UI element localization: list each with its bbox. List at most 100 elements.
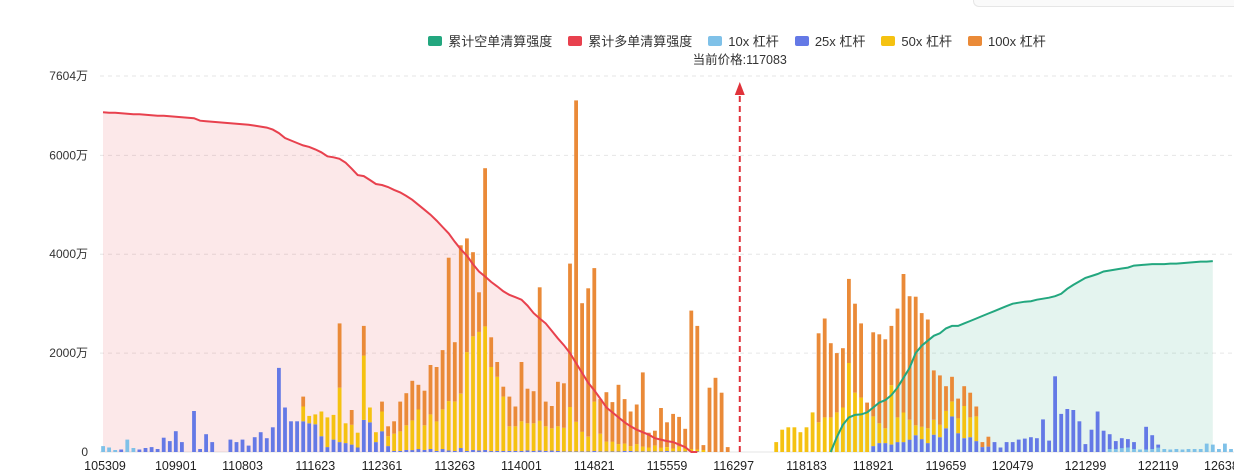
bar-lev50: [919, 426, 924, 440]
bar-lev50: [525, 423, 530, 451]
bar-lev100: [410, 380, 415, 421]
bar-lev10: [1217, 449, 1221, 452]
bar-lev50: [671, 448, 675, 452]
bar-lev10: [1229, 449, 1233, 452]
bar-lev25: [907, 439, 912, 452]
bar-lev25: [1101, 430, 1106, 452]
bar-lev100: [719, 392, 724, 452]
bar-lev100: [471, 252, 475, 337]
bar-lev25: [1150, 435, 1155, 449]
bar-lev25: [507, 451, 512, 452]
bar-lev10: [1162, 449, 1167, 452]
bar-lev25: [980, 447, 985, 452]
bar-lev100: [519, 362, 524, 422]
x-tick-label: 112361: [362, 459, 403, 473]
bar-lev25: [992, 442, 997, 452]
bar-lev25: [659, 451, 663, 452]
bar-lev25: [410, 450, 415, 452]
bar-lev25: [531, 451, 536, 452]
bar-lev50: [628, 446, 633, 451]
bar-lev100: [944, 386, 948, 411]
bar-lev50: [501, 396, 506, 451]
legend-item-short-cum[interactable]: 累计空单清算强度: [428, 31, 552, 50]
bar-lev100: [925, 319, 930, 429]
bar-lev50: [537, 420, 542, 451]
bar-lev100: [931, 370, 936, 420]
bar-lev100: [677, 416, 681, 447]
bar-lev25: [1144, 426, 1148, 450]
bar-lev25: [974, 441, 979, 452]
x-tick-label: 119659: [926, 459, 967, 473]
bar-lev100: [586, 288, 591, 437]
legend-item-lev25[interactable]: 25x 杠杆: [794, 31, 865, 50]
bar-lev100: [907, 296, 912, 420]
legend-item-long-cum[interactable]: 累计多单清算强度: [568, 31, 692, 50]
bar-lev100: [568, 263, 572, 407]
bar-lev25: [1041, 419, 1045, 452]
bar-lev100: [483, 168, 487, 327]
bar-lev25: [616, 451, 621, 452]
current-price-label: 当前价格:117083: [693, 52, 787, 67]
bar-lev50: [822, 417, 827, 452]
bar-lev25: [938, 437, 942, 452]
bar-lev100: [883, 339, 888, 429]
bar-lev50: [319, 411, 324, 437]
bar-lev100: [507, 396, 512, 427]
legend-item-lev10[interactable]: 10x 杠杆: [708, 31, 779, 50]
bar-lev25: [349, 444, 354, 452]
bar-lev100: [822, 318, 827, 418]
bar-lev25: [671, 451, 675, 452]
bar-lev25: [537, 450, 542, 452]
bar-lev50: [483, 326, 487, 450]
bar-lev50: [913, 425, 918, 436]
bar-lev25: [580, 451, 584, 452]
bar-lev25: [1035, 438, 1039, 452]
bar-lev10: [1156, 447, 1161, 452]
bar-lev25: [1156, 444, 1161, 448]
bar-lev25: [877, 443, 882, 452]
bar-lev50: [446, 401, 451, 451]
bar-lev10: [1119, 448, 1124, 452]
bar-lev100: [349, 410, 354, 425]
bar-lev25: [1004, 442, 1009, 452]
bar-lev100: [859, 323, 863, 398]
bar-lev100: [477, 292, 481, 332]
bar-lev50: [683, 448, 688, 452]
bar-lev10: [1144, 449, 1148, 452]
bar-lev50: [646, 447, 651, 452]
legend-item-lev100[interactable]: 100x 杠杆: [967, 31, 1046, 50]
legend-swatch-lev25: [794, 35, 809, 46]
bar-lev100: [707, 387, 712, 452]
bar-lev50: [416, 409, 421, 450]
x-tick-label: 126383: [1204, 459, 1234, 473]
bar-lev10: [131, 448, 136, 452]
bar-lev50: [865, 412, 869, 452]
bar-lev100: [695, 325, 700, 450]
legend-label-short-cum: 累计空单清算强度: [448, 34, 553, 49]
bar-lev25: [919, 439, 924, 452]
bar-lev50: [549, 428, 554, 451]
bar-lev25: [361, 419, 366, 452]
y-tick-label: 6000万: [49, 148, 88, 162]
bar-lev10: [1174, 449, 1179, 452]
legend-label-lev10: 10x 杠杆: [728, 34, 779, 49]
bar-lev25: [301, 421, 306, 452]
bar-lev50: [489, 367, 494, 452]
x-tick-label: 116297: [713, 459, 754, 473]
bar-lev50: [847, 363, 851, 452]
bar-lev100: [592, 268, 597, 402]
bar-lev10: [1107, 449, 1112, 452]
legend-item-lev50[interactable]: 50x 杠杆: [881, 31, 952, 50]
bar-lev10: [1168, 449, 1173, 452]
bar-lev25: [1119, 438, 1124, 449]
legend: 累计空单清算强度 累计多单清算强度 10x 杠杆 25x 杠杆 50x 杠杆 1…: [0, 31, 1234, 50]
bar-lev25: [610, 451, 615, 452]
bar-lev25: [173, 431, 178, 452]
bar-lev25: [543, 451, 548, 452]
legend-swatch-lev10: [708, 35, 723, 46]
bar-lev100: [501, 386, 506, 397]
x-tick-label: 118183: [786, 459, 827, 473]
bar-lev50: [640, 446, 645, 452]
bar-lev100: [616, 384, 621, 445]
bar-lev25: [968, 437, 973, 452]
